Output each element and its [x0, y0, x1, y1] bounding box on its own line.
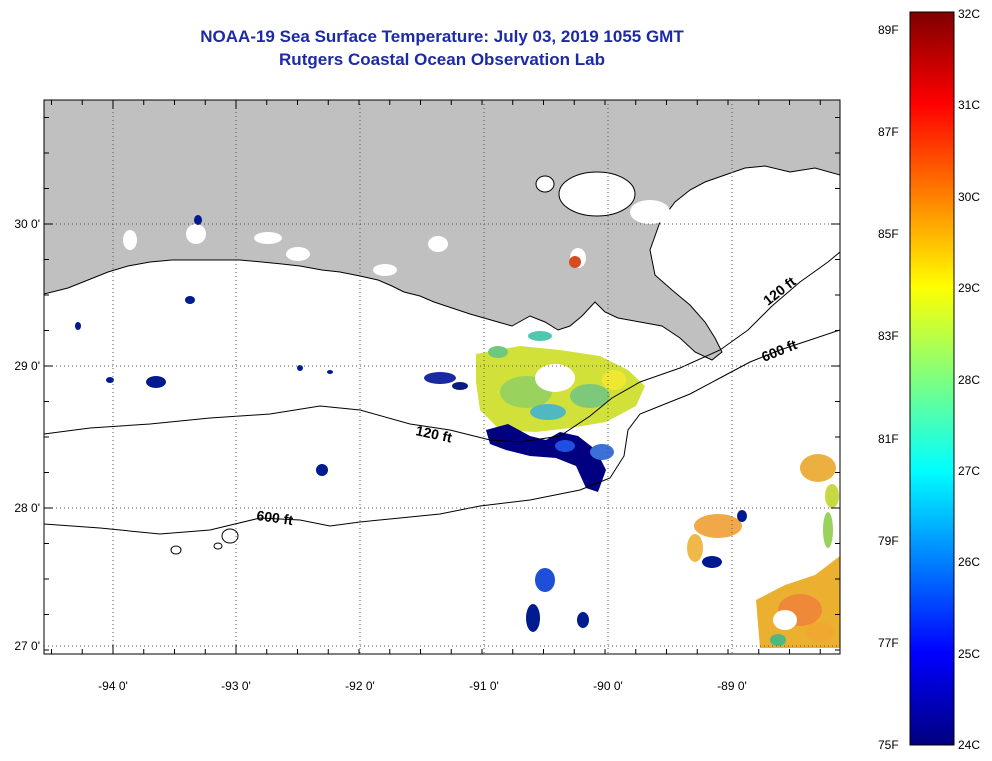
lon-tick-label-5: -89 0' [717, 679, 747, 693]
longitude-labels: -94 0' -93 0' -92 0' -91 0' -90 0' -89 0' [98, 679, 747, 693]
lake-maurepas [535, 175, 555, 193]
colorbar-c-label-1: 31C [958, 98, 981, 113]
atchafalaya-lake [428, 236, 448, 252]
lon-tick-label-4: -90 0' [593, 679, 623, 693]
lat-tick-label-2: 28 0' [14, 501, 40, 515]
contour-label-120ft-central: 120 ft [414, 422, 453, 445]
vermilion-bay [373, 264, 397, 276]
contour-label-120ft-east: 120 ft [760, 273, 799, 308]
contour-120ft [44, 251, 840, 443]
colorbar-c-label-0: 32C [958, 7, 981, 21]
colorbar-f-label-4: 81F [878, 431, 899, 446]
colorbar-c-label-4: 28C [958, 372, 981, 387]
graticule [44, 100, 840, 654]
lon-tick-label-3: -91 0' [469, 679, 499, 693]
lat-tick-label-3: 27 0' [14, 639, 40, 653]
lake-pontchartrain [558, 171, 636, 217]
lon-tick-label-0: -94 0' [98, 679, 128, 693]
land-mass [44, 100, 840, 361]
map-subtitle: Rutgers Coastal Ocean Observation Lab [279, 50, 605, 69]
white-lake [254, 232, 282, 244]
colorbar-c-label-6: 26C [958, 555, 981, 570]
colorbar-f-label-2: 85F [878, 227, 899, 242]
latitude-labels: 30 0' 29 0' 28 0' 27 0' [14, 217, 40, 653]
lon-tick-label-1: -93 0' [221, 679, 251, 693]
grand-lake [286, 247, 310, 261]
colorbar-c-label-3: 29C [958, 281, 981, 296]
frame-ticks [44, 100, 840, 654]
contour-label-600ft-east: 600 ft [759, 336, 799, 365]
colorbar-f-label-6: 77F [878, 635, 899, 650]
colorbar-c-label-2: 30C [958, 189, 981, 204]
lake-borgne [630, 200, 670, 224]
colorbar-f-label-1: 87F [878, 125, 899, 140]
lon-tick-label-2: -92 0' [345, 679, 375, 693]
colorbar-f-label-5: 79F [878, 533, 899, 548]
map-frame [43, 99, 841, 655]
colorbar-f-label-7: 75F [878, 738, 899, 752]
lake-calcasieu [186, 224, 206, 244]
contour-label-600ft-west: 600 ft [256, 507, 295, 528]
colorbar-f-label-3: 83F [878, 329, 899, 344]
colorbar-c-label-7: 25C [958, 646, 981, 661]
colorbar-c-label-8: 24C [958, 738, 981, 752]
colorbar [909, 11, 955, 746]
lat-tick-label-1: 29 0' [14, 359, 40, 373]
contour-600ft [44, 329, 840, 535]
colorbar-c-label-5: 27C [958, 463, 981, 478]
lat-tick-label-0: 30 0' [14, 217, 40, 231]
sst-patches [75, 215, 840, 648]
lake-sabine [123, 230, 137, 250]
colorbar-f-label-0: 89F [878, 23, 899, 37]
map-title: NOAA-19 Sea Surface Temperature: July 03… [200, 27, 684, 46]
